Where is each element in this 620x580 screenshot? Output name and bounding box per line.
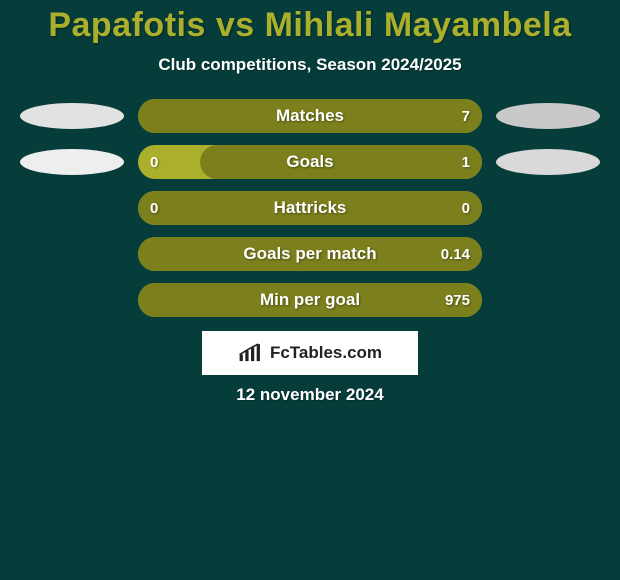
stat-value-right: 0.14 (429, 237, 482, 271)
stat-bar: Goals per match0.14 (138, 237, 482, 271)
comparison-card: Papafotis vs Mihlali Mayambela Club comp… (0, 0, 620, 580)
stat-row: Matches7 (0, 99, 620, 133)
stat-value-left: 0 (138, 145, 170, 179)
stat-bar: Min per goal975 (138, 283, 482, 317)
stat-row: Goals0 1 (0, 145, 620, 179)
chart-icon (238, 343, 264, 363)
brand-badge: FcTables.com (202, 331, 418, 375)
date-label: 12 november 2024 (0, 385, 620, 405)
stat-label: Hattricks (138, 191, 482, 225)
stat-value-right: 975 (433, 283, 482, 317)
player-blob-right (496, 149, 600, 175)
stat-value-right: 0 (450, 191, 482, 225)
player-blob-left (20, 103, 124, 129)
brand-text: FcTables.com (270, 343, 382, 363)
stats-rows: Matches7Goals01Hattricks00Goals per matc… (0, 99, 620, 317)
stat-bar: Hattricks0 0 (138, 191, 482, 225)
stat-value-right: 7 (450, 99, 482, 133)
subtitle: Club competitions, Season 2024/2025 (0, 55, 620, 75)
stat-label: Matches (138, 99, 482, 133)
player-blob-right (496, 103, 600, 129)
stat-label: Goals (138, 145, 482, 179)
stat-row: Goals per match0.14 (0, 237, 620, 271)
stat-bar: Matches7 (138, 99, 482, 133)
stat-row: Hattricks0 0 (0, 191, 620, 225)
stat-value-right: 1 (450, 145, 482, 179)
stat-label: Min per goal (138, 283, 482, 317)
stat-value-left: 0 (138, 191, 170, 225)
player-blob-left (20, 149, 124, 175)
page-title: Papafotis vs Mihlali Mayambela (0, 6, 620, 45)
stat-row: Min per goal975 (0, 283, 620, 317)
stat-bar: Goals0 1 (138, 145, 482, 179)
